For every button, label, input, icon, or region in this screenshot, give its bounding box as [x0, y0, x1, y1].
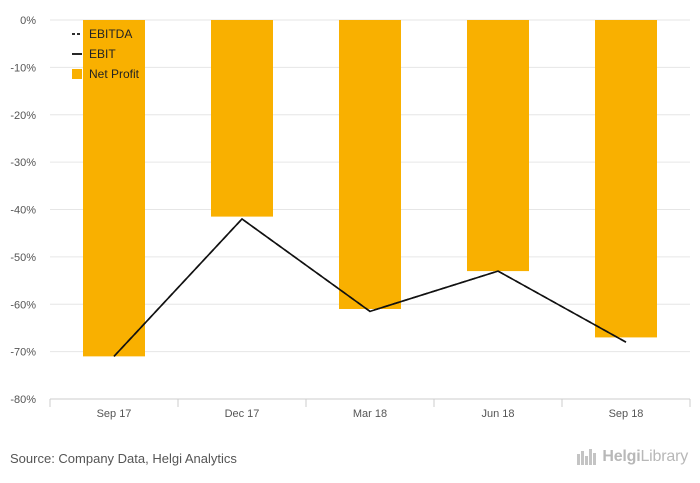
- brand-suffix: Library: [640, 448, 688, 465]
- x-tick-label: Sep 17: [97, 408, 132, 420]
- bar-net-profit: [595, 20, 657, 338]
- bar-net-profit: [467, 20, 529, 272]
- x-tick-label: Jun 18: [481, 408, 514, 420]
- x-tick-label: Dec 17: [225, 408, 260, 420]
- y-tick-label: -80%: [10, 394, 36, 406]
- bar-net-profit: [211, 20, 273, 217]
- helgi-library-logo[interactable]: HelgiLibrary: [576, 448, 688, 466]
- legend-label-ebitda: EBITDA: [89, 27, 132, 41]
- source-note: Source: Company Data, Helgi Analytics: [10, 451, 237, 466]
- footer: Source: Company Data, Helgi Analytics He…: [0, 440, 700, 483]
- bar-net-profit: [83, 20, 145, 357]
- chart: 0% -10% -20% -30% -40% -50% -60% -70% -80% Sep 17…: [10, 15, 691, 420]
- x-tick-label: Mar 18: [353, 408, 387, 420]
- bar-net-profit: [339, 20, 401, 309]
- legend-swatch-net-profit: [72, 69, 82, 79]
- y-tick-label: -40%: [10, 205, 36, 217]
- library-books-icon: [577, 449, 597, 465]
- brand-prefix: Helgi: [602, 448, 641, 465]
- y-tick-label: -30%: [10, 157, 36, 169]
- line-ebit: [113, 217, 627, 357]
- x-tick-label: Sep 18: [609, 408, 644, 420]
- y-tick-label: -20%: [10, 110, 36, 122]
- y-tick-label: -70%: [10, 347, 36, 359]
- y-tick-label: -10%: [10, 62, 36, 74]
- y-tick-label: -50%: [10, 252, 36, 264]
- y-tick-label: -60%: [10, 299, 36, 311]
- legend-label-net-profit: Net Profit: [89, 67, 140, 81]
- y-tick-label: 0%: [20, 15, 36, 27]
- legend-label-ebit: EBIT: [89, 47, 116, 61]
